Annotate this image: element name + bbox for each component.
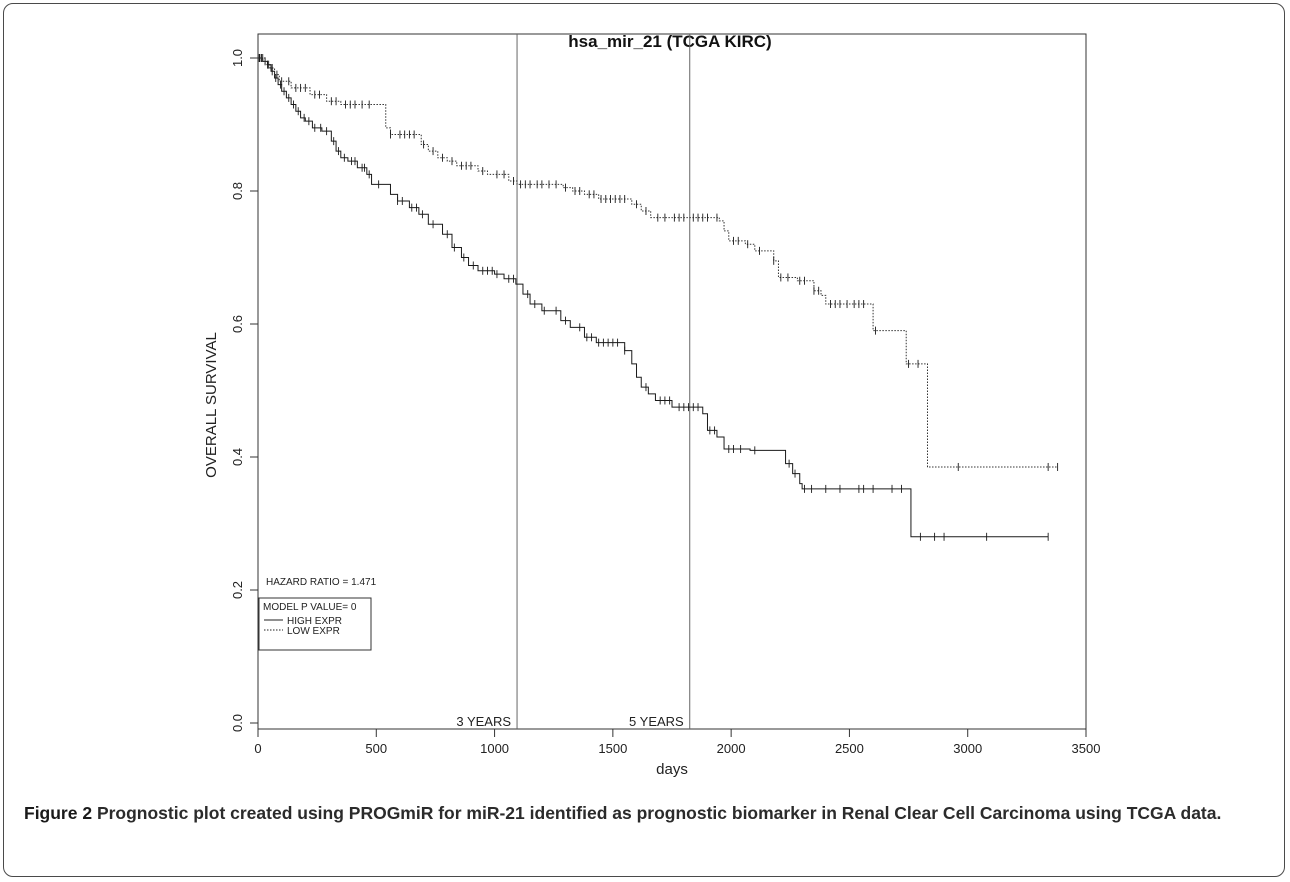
hazard-ratio-label: HAZARD RATIO = 1.471 xyxy=(266,577,377,588)
y-tick-label-5: 1.0 xyxy=(230,49,245,67)
axes: 0 500 1000 1500 2000 2500 3000 3500 0.0 0.2 0.4 0.6… xyxy=(230,49,1100,756)
legend-label-low: LOW EXPR xyxy=(287,626,340,637)
y-tick-label-2: 0.4 xyxy=(230,448,245,466)
figure-caption-text: Prognostic plot created using PROGmiR fo… xyxy=(92,803,1222,823)
x-axis-label: days xyxy=(656,761,688,778)
p-value-label: MODEL P VALUE= 0 xyxy=(263,602,357,613)
vline-label-0: 3 YEARS xyxy=(456,714,511,729)
legend: MODEL P VALUE= 0 HIGH EXPR LOW EXPR xyxy=(258,597,372,651)
series-0-curve xyxy=(258,57,1049,538)
legend-label-high: HIGH EXPR xyxy=(287,616,342,627)
figure-caption: Figure 2 Prognostic plot created using P… xyxy=(24,802,1264,824)
plot-area-border xyxy=(257,33,1087,730)
x-tick-label-0: 0 xyxy=(254,741,261,756)
x-tick-label-1500: 1500 xyxy=(598,741,627,756)
x-tick-label-500: 500 xyxy=(365,741,387,756)
y-tick-label-0: 0.0 xyxy=(230,714,245,732)
x-tick-label-1000: 1000 xyxy=(480,741,509,756)
reference-lines: 3 YEARS 5 YEARS xyxy=(456,34,691,729)
x-tick-label-2000: 2000 xyxy=(717,741,746,756)
series-layer xyxy=(258,54,1059,541)
x-tick-label-3500: 3500 xyxy=(1072,741,1101,756)
survival-chart: hsa_mir_21 (TCGA KIRC) 0 500 1000 1500 2000 2… xyxy=(203,32,1100,778)
y-tick-label-3: 0.6 xyxy=(230,315,245,333)
vline-label-1: 5 YEARS xyxy=(629,714,684,729)
figure-frame xyxy=(3,3,1285,877)
y-axis-label: OVERALL SURVIVAL xyxy=(203,332,220,478)
y-tick-label-4: 0.8 xyxy=(230,182,245,200)
chart-title: hsa_mir_21 (TCGA KIRC) xyxy=(568,32,771,51)
figure-label: Figure 2 xyxy=(24,803,93,823)
legend-box xyxy=(258,597,372,651)
x-tick-label-2500: 2500 xyxy=(835,741,864,756)
series-1-curve xyxy=(258,57,1058,468)
x-tick-label-3000: 3000 xyxy=(953,741,982,756)
y-tick-label-1: 0.2 xyxy=(230,581,245,599)
